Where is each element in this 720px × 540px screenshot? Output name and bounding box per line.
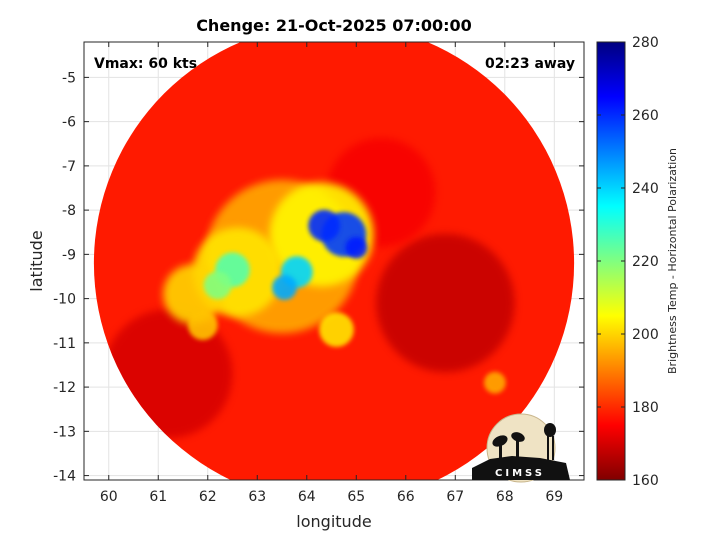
chart-title: Chenge: 21-Oct-2025 07:00:00 <box>196 16 472 35</box>
colorbar-tick-label: 180 <box>632 400 659 416</box>
colorbar-ticks: 280 260 240 220 200 180 160 <box>597 35 659 489</box>
colorbar-tick-label: 160 <box>632 473 659 489</box>
x-axis-label: longitude <box>296 512 371 531</box>
x-tick-label: 62 <box>199 489 217 505</box>
vmax-annotation: Vmax: 60 kts <box>94 56 197 72</box>
swath-image <box>93 42 575 480</box>
y-tick-label: -8 <box>62 203 76 219</box>
y-tick-label: -9 <box>62 247 76 263</box>
warm-feature <box>345 236 368 259</box>
y-tick-label: -12 <box>53 380 76 396</box>
x-tick-label: 61 <box>149 489 167 505</box>
x-axis: 60 61 62 63 64 65 66 67 68 69 <box>100 42 563 505</box>
warm-feature <box>272 275 297 300</box>
warm-feature <box>319 312 354 347</box>
colorbar-label: Brightness Temp - Horizontal Polarizatio… <box>666 148 679 374</box>
x-tick-label: 66 <box>397 489 415 505</box>
y-axis-label: latitude <box>27 230 46 291</box>
y-tick-label: -6 <box>62 115 76 131</box>
y-axis: -5 -6 -7 -8 -9 -10 -11 -12 -13 -14 <box>53 70 584 485</box>
y-tick-label: -13 <box>53 424 76 440</box>
swath-features <box>103 137 515 439</box>
x-tick-label: 67 <box>446 489 464 505</box>
warm-feature <box>203 271 232 300</box>
x-tick-label: 64 <box>298 489 316 505</box>
cimss-logo: CIMSS <box>472 413 570 483</box>
x-tick-label: 60 <box>100 489 118 505</box>
cold-feature <box>376 233 515 373</box>
y-tick-label: -14 <box>53 469 76 485</box>
colorbar-tick-label: 200 <box>632 327 659 343</box>
x-tick-label: 63 <box>248 489 266 505</box>
time-away-annotation: 02:23 away <box>485 56 575 72</box>
colorbar-tick-label: 240 <box>632 181 659 197</box>
warm-feature <box>484 371 506 394</box>
x-tick-label: 69 <box>545 489 563 505</box>
axes-box <box>83 41 585 481</box>
y-tick-label: -5 <box>62 70 76 86</box>
y-tick-label: -10 <box>53 292 76 308</box>
logo-text: CIMSS <box>495 468 545 479</box>
colorbar-tick-label: 260 <box>632 108 659 124</box>
x-tick-label: 68 <box>496 489 514 505</box>
warm-feature <box>187 310 218 341</box>
y-tick-label: -11 <box>53 336 76 352</box>
colorbar-tick-label: 280 <box>632 35 659 51</box>
y-tick-label: -7 <box>62 159 76 175</box>
colorbar-tick-label: 220 <box>632 254 659 270</box>
colorbar <box>596 41 626 481</box>
x-tick-label: 65 <box>347 489 365 505</box>
warm-feature <box>308 209 340 242</box>
